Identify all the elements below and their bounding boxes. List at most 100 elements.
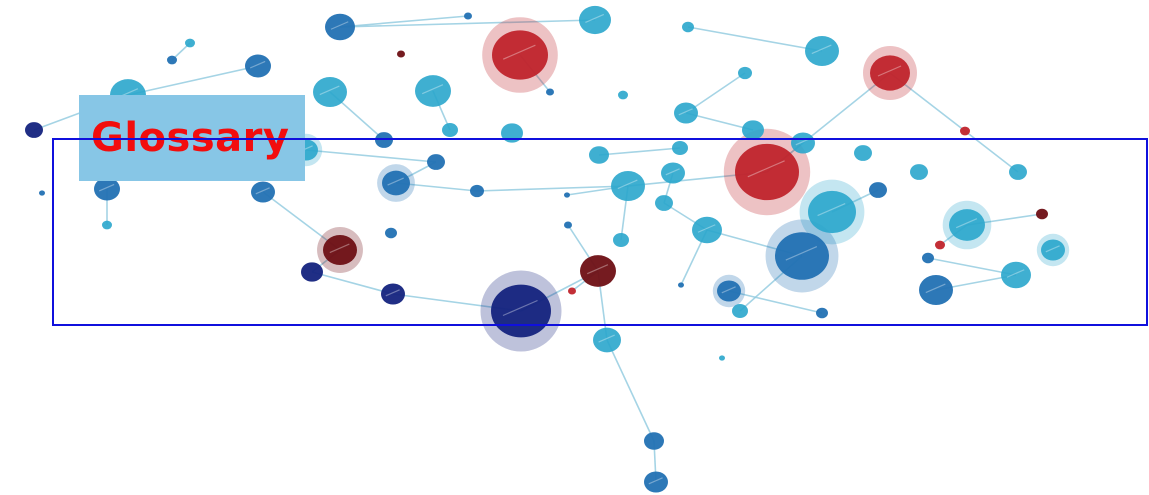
network-node-highlight: [877, 65, 902, 77]
network-node: [501, 123, 523, 143]
network-node: [717, 280, 741, 302]
network-node: [442, 122, 458, 138]
network-node: [580, 255, 616, 287]
network-node: [579, 5, 611, 35]
network-node: [613, 232, 629, 248]
network-node: [1036, 208, 1048, 220]
network-node: [869, 182, 887, 198]
network-node: [546, 88, 554, 96]
network-node: [589, 146, 609, 164]
network-node-highlight: [785, 245, 818, 261]
network-node-highlight: [586, 264, 609, 275]
network-node: [816, 307, 828, 319]
network-node: [791, 132, 815, 154]
network-node: [313, 77, 347, 107]
network-edge: [127, 65, 259, 96]
network-node: [381, 283, 405, 305]
network-node: [678, 282, 684, 288]
network-node-highlight: [925, 283, 946, 294]
network-node: [325, 13, 355, 41]
network-node: [808, 190, 856, 234]
network-edge: [927, 257, 1017, 276]
network-node: [611, 171, 645, 201]
network-node-highlight: [955, 218, 978, 229]
network-node: [382, 170, 410, 196]
network-node: [672, 140, 688, 156]
network-node-highlight: [385, 289, 400, 297]
network-node: [415, 75, 451, 107]
network-node: [167, 55, 177, 65]
network-node: [922, 252, 934, 264]
network-node: [251, 181, 275, 203]
network-node-highlight: [255, 187, 270, 195]
network-edge: [476, 185, 629, 192]
network-node: [655, 195, 673, 211]
network-node: [492, 30, 548, 80]
network-node: [742, 120, 764, 140]
network-node-highlight: [329, 243, 350, 254]
glossary-title-badge: Glossary: [79, 95, 305, 181]
network-node-highlight: [665, 168, 680, 176]
network-node: [674, 102, 698, 124]
network-node-highlight: [1045, 245, 1060, 253]
network-node-highlight: [648, 477, 663, 485]
network-edge: [598, 147, 681, 156]
network-node-highlight: [721, 286, 736, 294]
network-node: [644, 471, 668, 493]
network-node: [949, 209, 985, 241]
network-node: [692, 216, 722, 244]
network-node: [301, 262, 323, 282]
network-node: [568, 287, 576, 295]
network-node: [805, 36, 839, 66]
network-node-highlight: [319, 85, 340, 96]
network-nodes: [25, 5, 1065, 493]
network-node: [102, 220, 112, 230]
network-node: [1041, 239, 1065, 261]
network-node-highlight: [678, 108, 693, 116]
network-node: [323, 235, 357, 265]
network-edge: [311, 271, 394, 295]
network-node: [375, 132, 393, 148]
network-node: [397, 50, 405, 58]
network-edge: [685, 72, 746, 114]
network-node-highlight: [1006, 269, 1025, 278]
network-node: [39, 190, 45, 196]
network-node-highlight: [747, 160, 785, 178]
network-node: [1001, 261, 1031, 289]
network-node: [464, 12, 472, 20]
network-node: [427, 154, 445, 170]
network-edge: [606, 339, 655, 442]
network-node-highlight: [585, 13, 605, 23]
network-node-highlight: [421, 84, 444, 95]
network-node: [644, 432, 664, 450]
network-node: [719, 355, 725, 361]
network-node: [935, 240, 945, 250]
glossary-title: Glossary: [91, 115, 290, 161]
network-node: [470, 184, 484, 198]
network-node: [854, 145, 872, 161]
network-edge: [964, 130, 1019, 173]
network-node: [960, 126, 970, 136]
network-node-highlight: [817, 203, 846, 217]
network-node: [25, 122, 43, 138]
network-node: [593, 327, 621, 353]
network-edge: [687, 26, 823, 52]
network-node: [738, 66, 752, 80]
network-node: [1009, 164, 1027, 180]
network-edge: [305, 149, 437, 163]
network-node-highlight: [697, 224, 716, 233]
network-node-highlight: [617, 179, 638, 190]
network-node: [661, 162, 685, 184]
network-node-highlight: [811, 44, 832, 55]
network-node-highlight: [249, 60, 266, 69]
network-node: [870, 55, 910, 91]
network-node: [94, 177, 120, 201]
network-node: [735, 143, 799, 201]
network-node: [564, 192, 570, 198]
network-node: [682, 21, 694, 33]
network-node-highlight: [330, 21, 349, 30]
network-node: [385, 227, 397, 239]
network-node-highlight: [502, 44, 536, 60]
network-edge: [339, 19, 596, 28]
